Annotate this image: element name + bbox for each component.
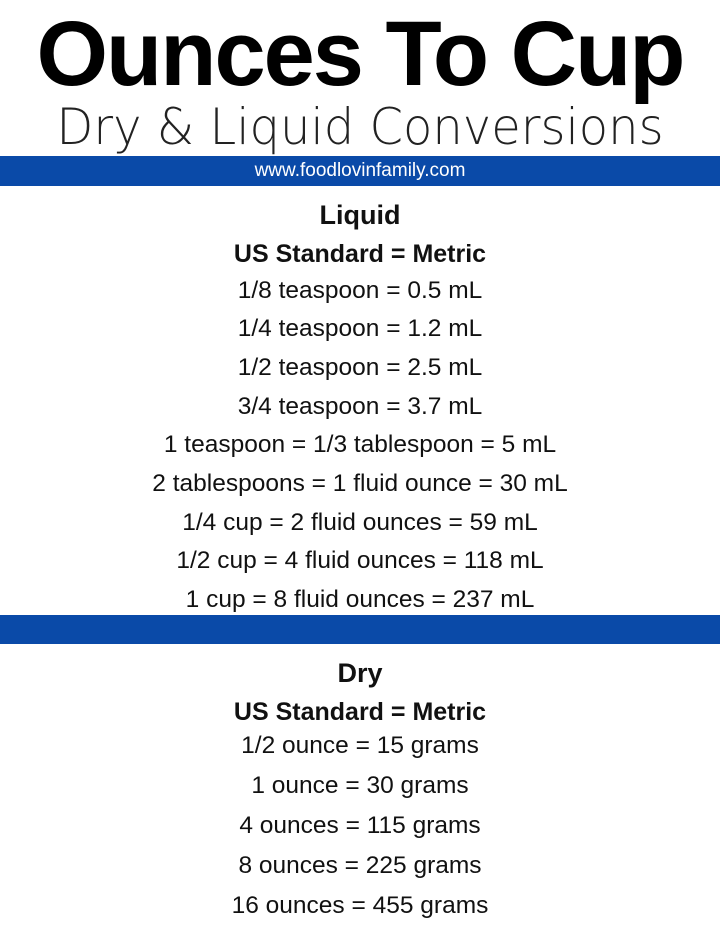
dry-row: 4 ounces = 115 grams bbox=[239, 812, 481, 839]
liquid-row: 2 tablespoons = 1 fluid ounce = 30 mL bbox=[152, 470, 568, 497]
dry-heading: Dry bbox=[337, 658, 383, 688]
liquid-row: 1 cup = 8 fluid ounces = 237 mL bbox=[185, 586, 535, 613]
dry-subheading: US Standard = Metric bbox=[233, 698, 487, 726]
liquid-subheading: US Standard = Metric bbox=[233, 240, 487, 268]
liquid-row: 1/8 teaspoon = 0.5 mL bbox=[237, 277, 483, 304]
header-band bbox=[0, 156, 720, 186]
liquid-row: 1/2 cup = 4 fluid ounces = 118 mL bbox=[176, 547, 544, 574]
liquid-row: 1 teaspoon = 1/3 tablespoon = 5 mL bbox=[163, 431, 557, 458]
liquid-row: 1/4 cup = 2 fluid ounces = 59 mL bbox=[182, 509, 538, 536]
dry-row: 16 ounces = 455 grams bbox=[231, 892, 489, 919]
page-title: Ounces To Cup bbox=[36, 3, 686, 105]
liquid-row: 3/4 teaspoon = 3.7 mL bbox=[237, 393, 483, 420]
dry-row: 1 ounce = 30 grams bbox=[251, 772, 469, 799]
liquid-heading: Liquid bbox=[319, 200, 401, 230]
dry-row: 8 ounces = 225 grams bbox=[238, 852, 482, 879]
page-subtitle: Dry & Liquid Conversions bbox=[56, 98, 664, 156]
dry-row: 1/2 ounce = 15 grams bbox=[241, 732, 479, 759]
divider-band bbox=[0, 615, 720, 644]
liquid-row: 1/2 teaspoon = 2.5 mL bbox=[237, 354, 483, 381]
website-text: www.foodlovinfamily.com bbox=[254, 160, 466, 181]
liquid-row: 1/4 teaspoon = 1.2 mL bbox=[237, 315, 483, 342]
